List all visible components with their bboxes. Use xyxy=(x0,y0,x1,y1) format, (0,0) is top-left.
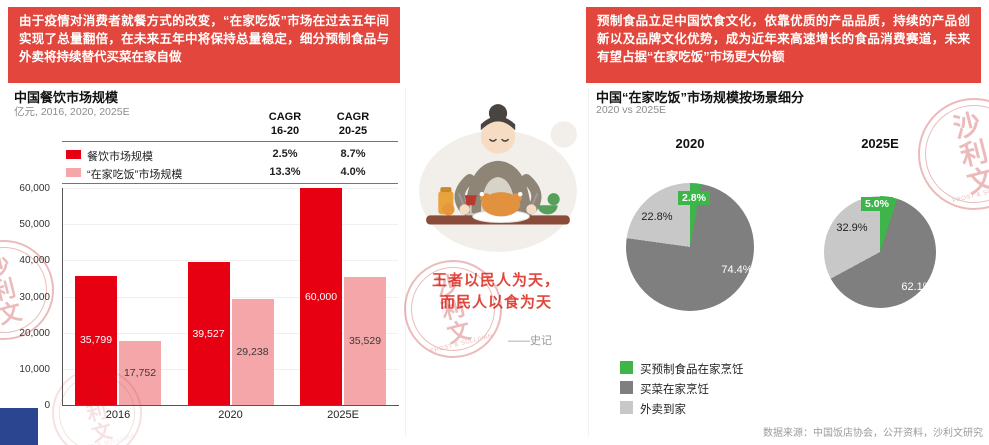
pie-2020-prepared-label: 2.8% xyxy=(678,191,710,205)
gridline xyxy=(62,260,398,262)
y-tick-label: 10,000 xyxy=(19,363,50,375)
bar-value-label: 35,529 xyxy=(348,334,382,347)
watermark-text: 沙利文 xyxy=(79,379,115,445)
dining-illustration-svg xyxy=(419,104,577,252)
pie-legend-label-prepared: 买预制食品在家烹饪 xyxy=(640,364,744,376)
bar-chart-subtitle: 亿元, 2016, 2020, 2025E xyxy=(14,106,130,118)
pie-legend-swatch-prepared xyxy=(620,361,633,374)
x-tick-label: 2020 xyxy=(218,409,243,421)
gridline xyxy=(62,224,398,226)
divider-left xyxy=(405,88,406,436)
watermark-text: 沙利文 xyxy=(0,251,25,329)
pie-legend-swatch-groceries xyxy=(620,381,633,394)
bar-chart-title: 中国餐饮市场规模 xyxy=(14,90,119,105)
legend-label-home: “在家吃饭”市场规模 xyxy=(87,169,183,181)
pie-legend-groceries: 买菜在家烹饪 xyxy=(620,380,840,396)
bar-value-label: 35,799 xyxy=(79,334,113,347)
pie-2025-delivery-label: 32.9% xyxy=(836,222,868,234)
x-tick-label: 2025E xyxy=(327,409,359,421)
left-callout: 由于疫情对消费者就餐方式的改变，“在家吃饭”市场在过去五年间实现了总量翻倍，在未… xyxy=(8,7,400,83)
bar-legend-row-total: 餐饮市场规模 2.5% 8.7% xyxy=(66,147,398,163)
bar-2025E-total: 60,000 xyxy=(300,188,342,405)
y-axis-line xyxy=(62,188,63,405)
y-tick-label: 0 xyxy=(44,400,50,411)
pie-2020-delivery-label: 22.8% xyxy=(641,211,673,223)
pie-2025-prepared-label: 5.0% xyxy=(861,197,893,211)
bar-value-label: 39,527 xyxy=(192,327,225,340)
pie-legend-delivery: 外卖到家 xyxy=(620,400,840,416)
cagr-header-line: CAGR xyxy=(336,111,370,123)
cagr-value-total-20-25: 8.7% xyxy=(340,148,366,160)
gridline xyxy=(62,368,398,370)
pie-chart-title: 中国“在家吃饭”市场规模按场景细分 xyxy=(596,90,805,105)
gridline xyxy=(62,296,398,298)
pie-2020-groceries-label: 74.4% xyxy=(721,264,753,276)
quote-attribution: ——史记 xyxy=(508,335,552,347)
pie-year-2025: 2025E xyxy=(861,136,899,151)
bar-2020-home: 29,238 xyxy=(231,299,274,405)
pie-year-2020: 2020 xyxy=(675,136,705,151)
legend-label-total: 餐饮市场规模 xyxy=(87,151,153,163)
y-tick-label: 20,000 xyxy=(19,327,50,339)
right-callout-text: 预制食品立足中国饮食文化，依靠优质的产品品质，持续的产品创新以及品牌文化优势，成… xyxy=(597,14,970,64)
watermark-subtext: FROST & SULLIVAN xyxy=(952,183,989,205)
bar-value-label: 17,752 xyxy=(123,366,157,379)
bar-legend-row-home: “在家吃饭”市场规模 13.3% 4.0% xyxy=(66,165,398,181)
left-callout-text: 由于疫情对消费者就餐方式的改变，“在家吃饭”市场在过去五年间实现了总量翻倍，在未… xyxy=(19,14,389,64)
cagr-header-20-25: CAGR 20-25 xyxy=(321,110,385,139)
bar-2025E-home: 35,529 xyxy=(344,276,386,405)
bar-2020-total: 39,527 xyxy=(187,262,230,405)
watermark-stamp: 沙利文 FROST & SULLIVAN xyxy=(906,86,989,222)
divider-right xyxy=(588,88,589,436)
x-axis-line xyxy=(62,405,399,406)
source-note: 数据来源：中国饭店协会，公开资料，沙利文研究 xyxy=(763,428,983,439)
bar-value-label: 29,238 xyxy=(236,346,269,359)
bar-value-label: 60,000 xyxy=(304,290,338,303)
pie-2025-groceries-label: 62.1% xyxy=(901,281,933,293)
watermark-subtext: FROST & SULLIVAN xyxy=(72,433,137,445)
pie-chart-subtitle: 2020 vs 2025E xyxy=(596,104,667,116)
pie-2025 xyxy=(824,196,936,308)
y-tick-label: 60,000 xyxy=(19,183,50,194)
cagr-header-line: CAGR xyxy=(268,111,302,123)
pie-legend-swatch-delivery xyxy=(620,401,633,414)
y-tick-label: 50,000 xyxy=(19,219,50,231)
gridline xyxy=(62,332,398,334)
right-callout: 预制食品立足中国饮食文化，依靠优质的产品品质，持续的产品创新以及品牌文化优势，成… xyxy=(586,7,981,83)
pie-legend-label-groceries: 买菜在家烹饪 xyxy=(640,384,709,396)
cagr-header-line: 20-25 xyxy=(338,125,368,138)
pie-legend-label-delivery: 外卖到家 xyxy=(640,404,686,416)
legend-swatch-total xyxy=(66,150,81,159)
watermark-stamp: 沙利文 FROST & SULLIVAN xyxy=(393,249,513,369)
legend-swatch-home xyxy=(66,168,81,177)
watermark-text: 沙利文 xyxy=(432,270,474,348)
cagr-header-line: 16-20 xyxy=(270,125,300,138)
pie-legend-prepared: 买预制食品在家烹饪 xyxy=(620,360,840,376)
cagr-header-16-20: CAGR 16-20 xyxy=(253,110,317,139)
gridline xyxy=(62,188,398,189)
cagr-value-total-16-20: 2.5% xyxy=(272,148,298,160)
table-rule-top xyxy=(62,141,398,142)
watermark-text: 沙利文 xyxy=(950,108,989,200)
table-rule-bottom xyxy=(62,183,398,184)
cagr-value-home-20-25: 4.0% xyxy=(340,166,366,178)
cagr-value-home-16-20: 13.3% xyxy=(269,166,301,178)
corner-accent xyxy=(0,408,38,445)
dining-illustration xyxy=(412,98,584,260)
